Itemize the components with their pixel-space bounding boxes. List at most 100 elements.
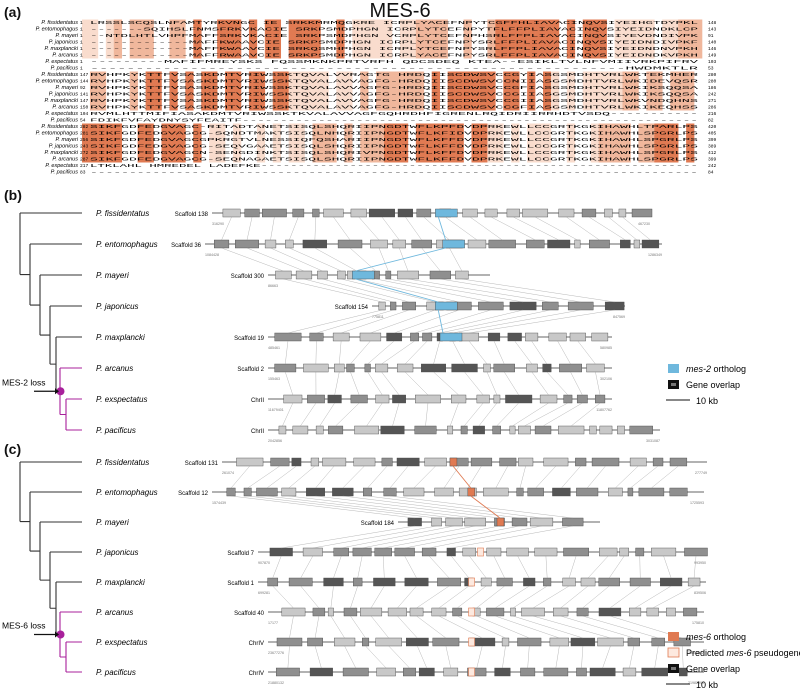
gene-block bbox=[387, 607, 407, 617]
gene-block bbox=[651, 547, 677, 557]
conservation-cell bbox=[487, 71, 496, 111]
ortholog-gene bbox=[439, 332, 463, 342]
conservation-cell bbox=[503, 71, 512, 111]
scaffold-name: ChrIV bbox=[249, 671, 264, 677]
synteny-link bbox=[468, 340, 488, 365]
species-label: P. exspectatus bbox=[96, 395, 147, 404]
gene-block bbox=[517, 637, 542, 647]
gene-block bbox=[409, 607, 424, 617]
coord-left: 1574439 bbox=[212, 501, 226, 505]
gene-block bbox=[487, 332, 501, 342]
gene-block bbox=[484, 208, 498, 218]
gene-block bbox=[269, 547, 293, 557]
ortholog-gene bbox=[496, 517, 505, 527]
conservation-cell bbox=[137, 19, 146, 59]
species-label: P. japonicus bbox=[49, 92, 79, 98]
species-label: P. maxplancki bbox=[96, 333, 145, 342]
gene-block bbox=[451, 394, 467, 404]
species-label: P. japonicus bbox=[49, 40, 79, 46]
synteny-link bbox=[451, 525, 573, 549]
legend-pseudogene-label: Predicted mes-6 pseudogene bbox=[686, 648, 800, 658]
legend-ortholog-label: mes-6 ortholog bbox=[686, 632, 746, 642]
gene-block bbox=[589, 425, 597, 435]
gene-block bbox=[525, 332, 539, 342]
synteny-link bbox=[582, 585, 610, 609]
synteny-link bbox=[519, 465, 526, 489]
conservation-cell bbox=[169, 71, 178, 111]
synteny-link bbox=[221, 216, 232, 241]
species-label: P. entomophagus bbox=[36, 27, 79, 33]
gene-block bbox=[327, 394, 342, 404]
synteny-link bbox=[383, 525, 500, 549]
species-label: P. mayeri bbox=[55, 85, 78, 91]
gene-block bbox=[421, 363, 447, 373]
synteny-link bbox=[282, 402, 293, 427]
gene-block bbox=[629, 457, 647, 467]
sequence-row: ---------MAFIFMREYSKS FQSSMKNKPRTVRFH QD… bbox=[90, 59, 699, 65]
synteny-link bbox=[433, 340, 440, 365]
sequence-start: 147 bbox=[80, 98, 89, 104]
sequence-end: 84 bbox=[708, 170, 714, 176]
species-label: P. pacificus bbox=[96, 668, 136, 677]
species-label: P. entomophagus bbox=[96, 240, 158, 249]
synteny-link bbox=[527, 645, 530, 669]
coord-right: 467230 bbox=[638, 222, 650, 226]
gene-block bbox=[375, 394, 390, 404]
synteny-link bbox=[270, 247, 323, 272]
conservation-cell bbox=[153, 71, 162, 111]
panel-c-label: (c) bbox=[4, 441, 22, 457]
conservation-cell bbox=[646, 123, 655, 163]
conservation-cell bbox=[622, 71, 631, 111]
gene-block bbox=[312, 607, 326, 617]
conservation-cell bbox=[678, 71, 687, 111]
conservation-cell bbox=[185, 71, 194, 111]
gene-block bbox=[418, 667, 435, 677]
conservation-cell bbox=[614, 19, 623, 59]
gene-block bbox=[275, 667, 300, 677]
conservation-cell bbox=[503, 19, 512, 59]
synteny-link bbox=[568, 555, 577, 579]
gene-block bbox=[370, 239, 388, 249]
conservation-cell bbox=[320, 71, 329, 111]
panel-a-alignment: P. fissidentatus 1 LRSSLSCQSLNFAMTYRKVNGC … bbox=[36, 19, 717, 176]
synteny-link bbox=[288, 495, 476, 519]
conservation-cell bbox=[225, 71, 234, 111]
conservation-cell bbox=[336, 19, 345, 59]
synteny-link bbox=[288, 465, 316, 489]
gene-block bbox=[342, 667, 369, 677]
gene-block bbox=[383, 487, 397, 497]
ortholog-gene bbox=[352, 270, 375, 280]
synteny-link bbox=[476, 645, 483, 669]
synteny-link bbox=[493, 340, 505, 365]
conservation-cell bbox=[272, 19, 282, 59]
gene-block bbox=[622, 667, 637, 677]
synteny-link bbox=[449, 402, 459, 427]
species-label: P. pacificus bbox=[51, 170, 79, 176]
species-label: P. fissidentatus bbox=[41, 20, 78, 26]
conservation-cell bbox=[598, 19, 607, 59]
species-label: P. arcanus bbox=[52, 53, 78, 59]
synteny-link bbox=[421, 247, 441, 272]
conservation-cell bbox=[439, 19, 448, 59]
species-label: P. pacificus bbox=[51, 66, 79, 72]
conservation-cell bbox=[105, 123, 115, 163]
gene-block bbox=[222, 208, 241, 218]
gene-block bbox=[462, 208, 478, 218]
gene-block bbox=[631, 208, 653, 218]
gene-block bbox=[604, 301, 625, 311]
synteny-link bbox=[629, 645, 635, 669]
conservation-cell bbox=[407, 71, 417, 111]
tree-branch bbox=[39, 274, 82, 336]
gene-block bbox=[520, 667, 536, 677]
sequence-row: FDIKFVFAYDNYSYFEAITF--------------------… bbox=[90, 118, 698, 124]
gene-block bbox=[669, 487, 688, 497]
conservation-cell bbox=[487, 19, 496, 59]
gene-block bbox=[486, 547, 502, 557]
gene-block bbox=[493, 363, 515, 373]
pseudogene bbox=[477, 547, 484, 557]
synteny-link bbox=[389, 465, 409, 489]
conservation-cell bbox=[614, 71, 623, 111]
gene-block bbox=[464, 517, 486, 527]
conservation-cell bbox=[193, 19, 202, 59]
gene-block bbox=[563, 547, 589, 557]
